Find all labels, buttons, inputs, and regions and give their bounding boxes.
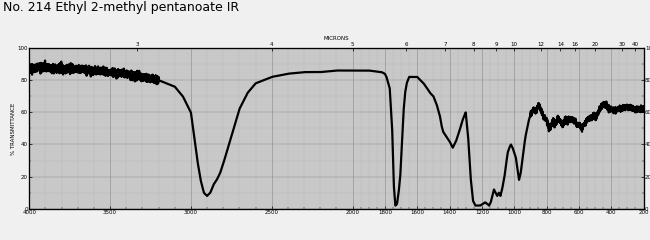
X-axis label: MICRONS: MICRONS (324, 36, 349, 41)
Y-axis label: % TRANSMITTANCE: % TRANSMITTANCE (11, 102, 16, 155)
Text: No. 214 Ethyl 2-methyl pentanoate IR: No. 214 Ethyl 2-methyl pentanoate IR (3, 1, 239, 14)
